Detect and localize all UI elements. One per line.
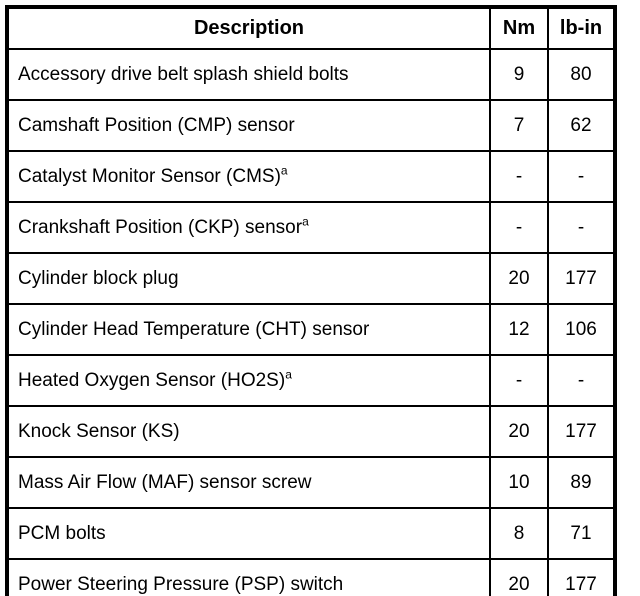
table-header-row: Description Nm lb-in <box>6 6 616 50</box>
description-cell: Crankshaft Position (CKP) sensora <box>6 201 491 254</box>
lb-in-cell: - <box>547 354 616 407</box>
lb-in-cell: 106 <box>547 303 616 356</box>
table-row: Camshaft Position (CMP) sensor 7 62 <box>6 99 616 152</box>
description-text: Cylinder block plug <box>18 267 179 289</box>
description-text: Mass Air Flow (MAF) sensor screw <box>18 471 312 493</box>
nm-cell: - <box>489 354 549 407</box>
table-row: Power Steering Pressure (PSP) switch 20 … <box>6 558 616 596</box>
table-row: Cylinder block plug 20 177 <box>6 252 616 305</box>
nm-cell: 9 <box>489 48 549 101</box>
table-row: Crankshaft Position (CKP) sensora - - <box>6 201 616 254</box>
nm-cell: 20 <box>489 405 549 458</box>
description-cell: Knock Sensor (KS) <box>6 405 491 458</box>
footnote-marker: a <box>280 163 288 178</box>
description-cell: Heated Oxygen Sensor (HO2S)a <box>6 354 491 407</box>
description-cell: Power Steering Pressure (PSP) switch <box>6 558 491 596</box>
header-description: Description <box>6 6 491 50</box>
nm-cell: 8 <box>489 507 549 560</box>
description-text: Crankshaft Position (CKP) sensor <box>18 216 303 238</box>
lb-in-cell: 177 <box>547 558 616 596</box>
description-cell: Camshaft Position (CMP) sensor <box>6 99 491 152</box>
nm-cell: 10 <box>489 456 549 509</box>
lb-in-cell: 89 <box>547 456 616 509</box>
table-row: Knock Sensor (KS) 20 177 <box>6 405 616 458</box>
torque-spec-table: Description Nm lb-in Accessory drive bel… <box>5 5 617 596</box>
description-cell: Mass Air Flow (MAF) sensor screw <box>6 456 491 509</box>
description-cell: Catalyst Monitor Sensor (CMS)a <box>6 150 491 203</box>
nm-cell: 20 <box>489 252 549 305</box>
description-text: Power Steering Pressure (PSP) switch <box>18 573 344 595</box>
table-row: Cylinder Head Temperature (CHT) sensor 1… <box>6 303 616 356</box>
header-lb-in: lb-in <box>547 6 616 50</box>
nm-cell: 7 <box>489 99 549 152</box>
description-text: Knock Sensor (KS) <box>18 420 180 442</box>
description-text: Accessory drive belt splash shield bolts <box>18 63 349 85</box>
footnote-marker: a <box>285 367 292 382</box>
lb-in-cell: 62 <box>547 99 616 152</box>
lb-in-cell: 177 <box>547 252 616 305</box>
description-cell: PCM bolts <box>6 507 491 560</box>
description-text: Catalyst Monitor Sensor (CMS) <box>18 165 281 187</box>
nm-cell: 20 <box>489 558 549 596</box>
lb-in-cell: 80 <box>547 48 616 101</box>
header-nm: Nm <box>489 6 549 50</box>
lb-in-cell: - <box>547 201 616 254</box>
lb-in-cell: - <box>547 150 616 203</box>
description-cell: Accessory drive belt splash shield bolts <box>6 48 491 101</box>
description-text: Heated Oxygen Sensor (HO2S) <box>18 369 286 391</box>
description-text: Camshaft Position (CMP) sensor <box>18 114 295 136</box>
lb-in-cell: 71 <box>547 507 616 560</box>
description-cell: Cylinder Head Temperature (CHT) sensor <box>6 303 491 356</box>
description-text: PCM bolts <box>18 522 106 544</box>
table-row: PCM bolts 8 71 <box>6 507 616 560</box>
table-row: Mass Air Flow (MAF) sensor screw 10 89 <box>6 456 616 509</box>
nm-cell: 12 <box>489 303 549 356</box>
table-row: Accessory drive belt splash shield bolts… <box>6 48 616 101</box>
table-row: Catalyst Monitor Sensor (CMS)a - - <box>6 150 616 203</box>
nm-cell: - <box>489 201 549 254</box>
table-row: Heated Oxygen Sensor (HO2S)a - - <box>6 354 616 407</box>
footnote-marker: a <box>302 214 309 229</box>
nm-cell: - <box>489 150 549 203</box>
description-cell: Cylinder block plug <box>6 252 491 305</box>
lb-in-cell: 177 <box>547 405 616 458</box>
description-text: Cylinder Head Temperature (CHT) sensor <box>18 318 370 340</box>
